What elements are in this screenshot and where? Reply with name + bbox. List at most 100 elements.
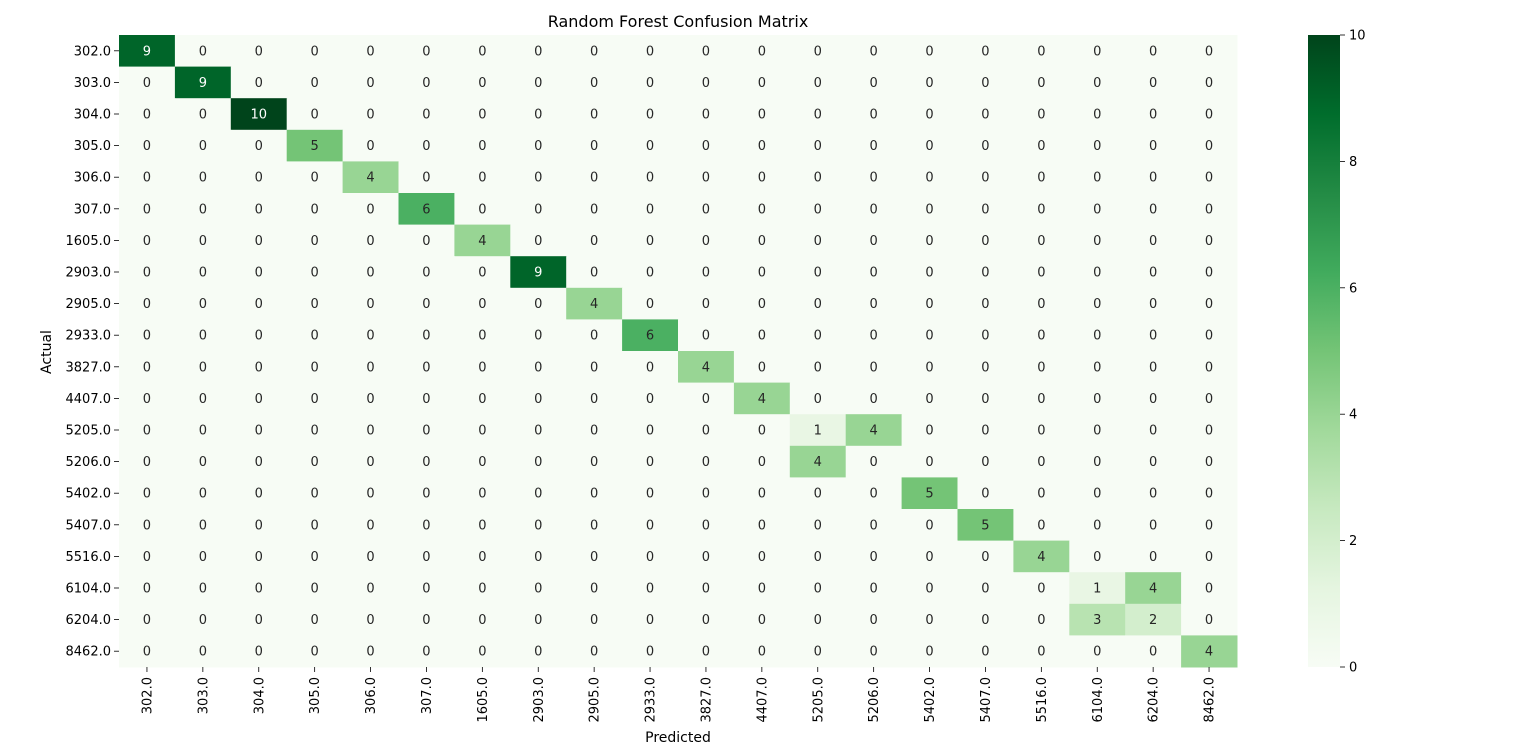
cell-value-label: 0 (1205, 297, 1213, 312)
heatmap-cell (230, 35, 288, 68)
cell-value-label: 0 (702, 329, 710, 344)
cell-value-label: 0 (758, 360, 766, 375)
heatmap-cell (454, 66, 511, 99)
cell-value-label: 0 (311, 234, 319, 249)
heatmap-cell (566, 382, 623, 415)
heatmap-cell (1069, 414, 1126, 447)
cell-value-label: 0 (1037, 202, 1045, 217)
heatmap-cell (119, 66, 176, 99)
cell-value-label: 0 (1037, 44, 1045, 59)
cell-value-label: 0 (422, 455, 430, 470)
cell-value-label: 0 (422, 424, 430, 439)
heatmap-cell (622, 256, 679, 289)
heatmap-cell (957, 98, 1014, 131)
heatmap-cell (342, 35, 399, 68)
cell-value-label: 0 (1205, 234, 1213, 249)
cell-value-label: 2 (1149, 613, 1157, 628)
heatmap-cell (622, 287, 679, 320)
heatmap-cell (845, 509, 903, 542)
cell-value-label: 0 (366, 108, 374, 123)
heatmap-cell (119, 603, 176, 636)
cell-value-label: 0 (1205, 487, 1213, 502)
cell-value-label: 0 (143, 455, 151, 470)
cell-value-label: 0 (311, 392, 319, 407)
heatmap-cell (733, 287, 791, 320)
cell-value-label: 0 (199, 392, 207, 407)
cell-value-label: 0 (143, 518, 151, 533)
heatmap-cell (174, 351, 232, 384)
cell-value-label: 0 (590, 518, 598, 533)
cell-value-label: 0 (366, 234, 374, 249)
cell-value-label: 0 (478, 202, 486, 217)
heatmap-cell (678, 382, 735, 415)
cell-value-label: 6 (646, 329, 654, 344)
x-tick-label: 307.0 (420, 677, 435, 714)
cell-value-label: 0 (143, 234, 151, 249)
heatmap-cell (398, 66, 455, 99)
cell-value-label: 0 (702, 139, 710, 154)
heatmap-cell (678, 319, 735, 352)
cell-value-label: 0 (758, 297, 766, 312)
heatmap-cell (622, 603, 679, 636)
heatmap-cell (174, 35, 232, 68)
cell-value-label: 0 (422, 360, 430, 375)
cell-value-label: 0 (702, 234, 710, 249)
heatmap-cell (789, 193, 847, 226)
heatmap-cell (286, 635, 344, 668)
cell-value-label: 0 (199, 44, 207, 59)
heatmap-cell (286, 35, 344, 68)
cell-value-label: 0 (925, 202, 933, 217)
heatmap-cell (957, 193, 1014, 226)
cell-value-label: 0 (981, 108, 989, 123)
heatmap-cell (286, 98, 344, 131)
cell-value-label: 0 (311, 360, 319, 375)
cell-value-label: 0 (478, 171, 486, 186)
heatmap-cell (566, 319, 623, 352)
heatmap-cell (119, 287, 176, 320)
cell-value-label: 0 (814, 202, 822, 217)
cell-value-label: 0 (814, 171, 822, 186)
heatmap-cell (510, 35, 567, 68)
x-tick-label: 5516.0 (1035, 677, 1050, 723)
cell-value-label: 0 (311, 487, 319, 502)
cell-value-label: 0 (1205, 329, 1213, 344)
cell-value-label: 0 (758, 550, 766, 565)
heatmap-cell (566, 256, 623, 289)
heatmap-cell (174, 382, 232, 415)
heatmap-cell (901, 635, 958, 668)
cell-value-label: 0 (925, 550, 933, 565)
x-tick-label: 2933.0 (644, 677, 659, 723)
heatmap-cell (622, 509, 679, 542)
heatmap-cell (510, 256, 567, 289)
cell-value-label: 0 (143, 76, 151, 91)
heatmap-cell (119, 98, 176, 131)
cell-value-label: 0 (478, 44, 486, 59)
heatmap-cell (1125, 509, 1182, 542)
heatmap-cell (1181, 477, 1238, 510)
chart-title: Random Forest Confusion Matrix (548, 12, 809, 31)
cell-value-label: 0 (925, 424, 933, 439)
y-tick-label: 302.0 (74, 44, 111, 59)
y-tick-label: 5516.0 (66, 550, 112, 565)
cell-value-label: 0 (199, 266, 207, 281)
heatmap-cell (286, 351, 344, 384)
heatmap-cell (957, 603, 1014, 636)
cell-value-label: 0 (534, 76, 542, 91)
heatmap-cell (678, 540, 735, 573)
heatmap-cell (845, 35, 903, 68)
cell-value-label: 0 (814, 108, 822, 123)
heatmap-cell (845, 193, 903, 226)
cell-value-label: 0 (311, 329, 319, 344)
heatmap-cell (342, 414, 399, 447)
cell-value-label: 0 (366, 455, 374, 470)
x-tick-label: 3827.0 (699, 677, 714, 723)
cell-value-label: 0 (981, 424, 989, 439)
cell-value-label: 0 (981, 455, 989, 470)
heatmap-cell (1125, 256, 1182, 289)
heatmap-cell (286, 509, 344, 542)
heatmap-cell (622, 351, 679, 384)
heatmap-cell (1069, 477, 1126, 510)
cell-value-label: 0 (311, 44, 319, 59)
x-tick-label: 2903.0 (532, 677, 547, 723)
heatmap-cell (1181, 572, 1238, 605)
